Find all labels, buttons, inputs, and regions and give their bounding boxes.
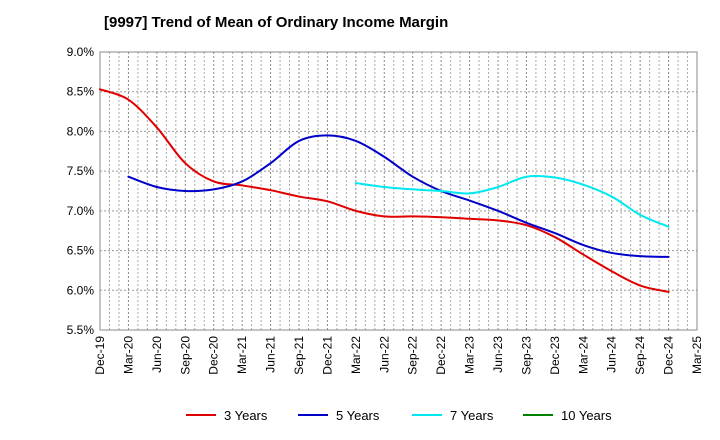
y-axis: 5.5% 6.0% 6.5% 7.0% 7.5% 8.0% 8.5% 9.0% bbox=[67, 45, 95, 337]
x-tick-label: Dec-24 bbox=[662, 336, 676, 375]
y-tick-label: 6.0% bbox=[67, 283, 95, 297]
x-tick-label: Sep-24 bbox=[633, 336, 647, 375]
chart-title: [9997] Trend of Mean of Ordinary Income … bbox=[104, 14, 449, 31]
x-tick-label: Sep-23 bbox=[519, 336, 533, 375]
y-tick-label: 8.5% bbox=[67, 85, 95, 99]
x-tick-label: Dec-21 bbox=[320, 336, 334, 375]
legend-label-10-years: 10 Years bbox=[561, 408, 612, 423]
x-tick-label: Mar-20 bbox=[121, 336, 135, 374]
legend: 3 Years 5 Years 7 Years 10 Years bbox=[186, 408, 612, 423]
x-tick-label: Mar-24 bbox=[576, 336, 590, 374]
series-line-3-years bbox=[99, 88, 670, 293]
x-tick-label: Jun-20 bbox=[150, 336, 164, 373]
x-tick-label: Dec-20 bbox=[207, 336, 221, 375]
x-tick-label: Jun-24 bbox=[605, 336, 619, 373]
x-axis: Dec-19 Mar-20 Jun-20 Sep-20 Dec-20 Mar-21 Jun-… bbox=[93, 336, 704, 375]
y-tick-label: 7.0% bbox=[67, 204, 95, 218]
x-tick-label: Sep-20 bbox=[178, 336, 192, 375]
x-tick-label: Jun-21 bbox=[264, 336, 278, 373]
x-tick-label: Jun-23 bbox=[491, 336, 505, 373]
x-tick-label: Sep-22 bbox=[406, 336, 420, 375]
legend-label-5-years: 5 Years bbox=[336, 408, 380, 423]
x-tick-label: Dec-22 bbox=[434, 336, 448, 375]
plot-frame bbox=[99, 51, 698, 331]
x-tick-label: Dec-19 bbox=[93, 336, 107, 375]
series-line-5-years bbox=[127, 134, 670, 258]
legend-label-3-years: 3 Years bbox=[224, 408, 268, 423]
x-tick-label: Mar-21 bbox=[235, 336, 249, 374]
y-tick-label: 9.0% bbox=[67, 45, 95, 59]
legend-label-7-years: 7 Years bbox=[450, 408, 494, 423]
x-tick-label: Mar-25 bbox=[690, 336, 704, 374]
x-tick-label: Dec-23 bbox=[548, 336, 562, 375]
y-tick-label: 8.0% bbox=[67, 124, 95, 138]
y-tick-label: 5.5% bbox=[67, 323, 95, 337]
y-tick-label: 7.5% bbox=[67, 164, 95, 178]
y-tick-label: 6.5% bbox=[67, 244, 95, 258]
x-tick-label: Mar-22 bbox=[349, 336, 363, 374]
x-tick-label: Mar-23 bbox=[463, 336, 477, 374]
x-tick-label: Sep-21 bbox=[292, 336, 306, 375]
series-line-7-years bbox=[354, 174, 670, 228]
x-tick-label: Jun-22 bbox=[377, 336, 391, 373]
series-lines bbox=[99, 88, 670, 293]
